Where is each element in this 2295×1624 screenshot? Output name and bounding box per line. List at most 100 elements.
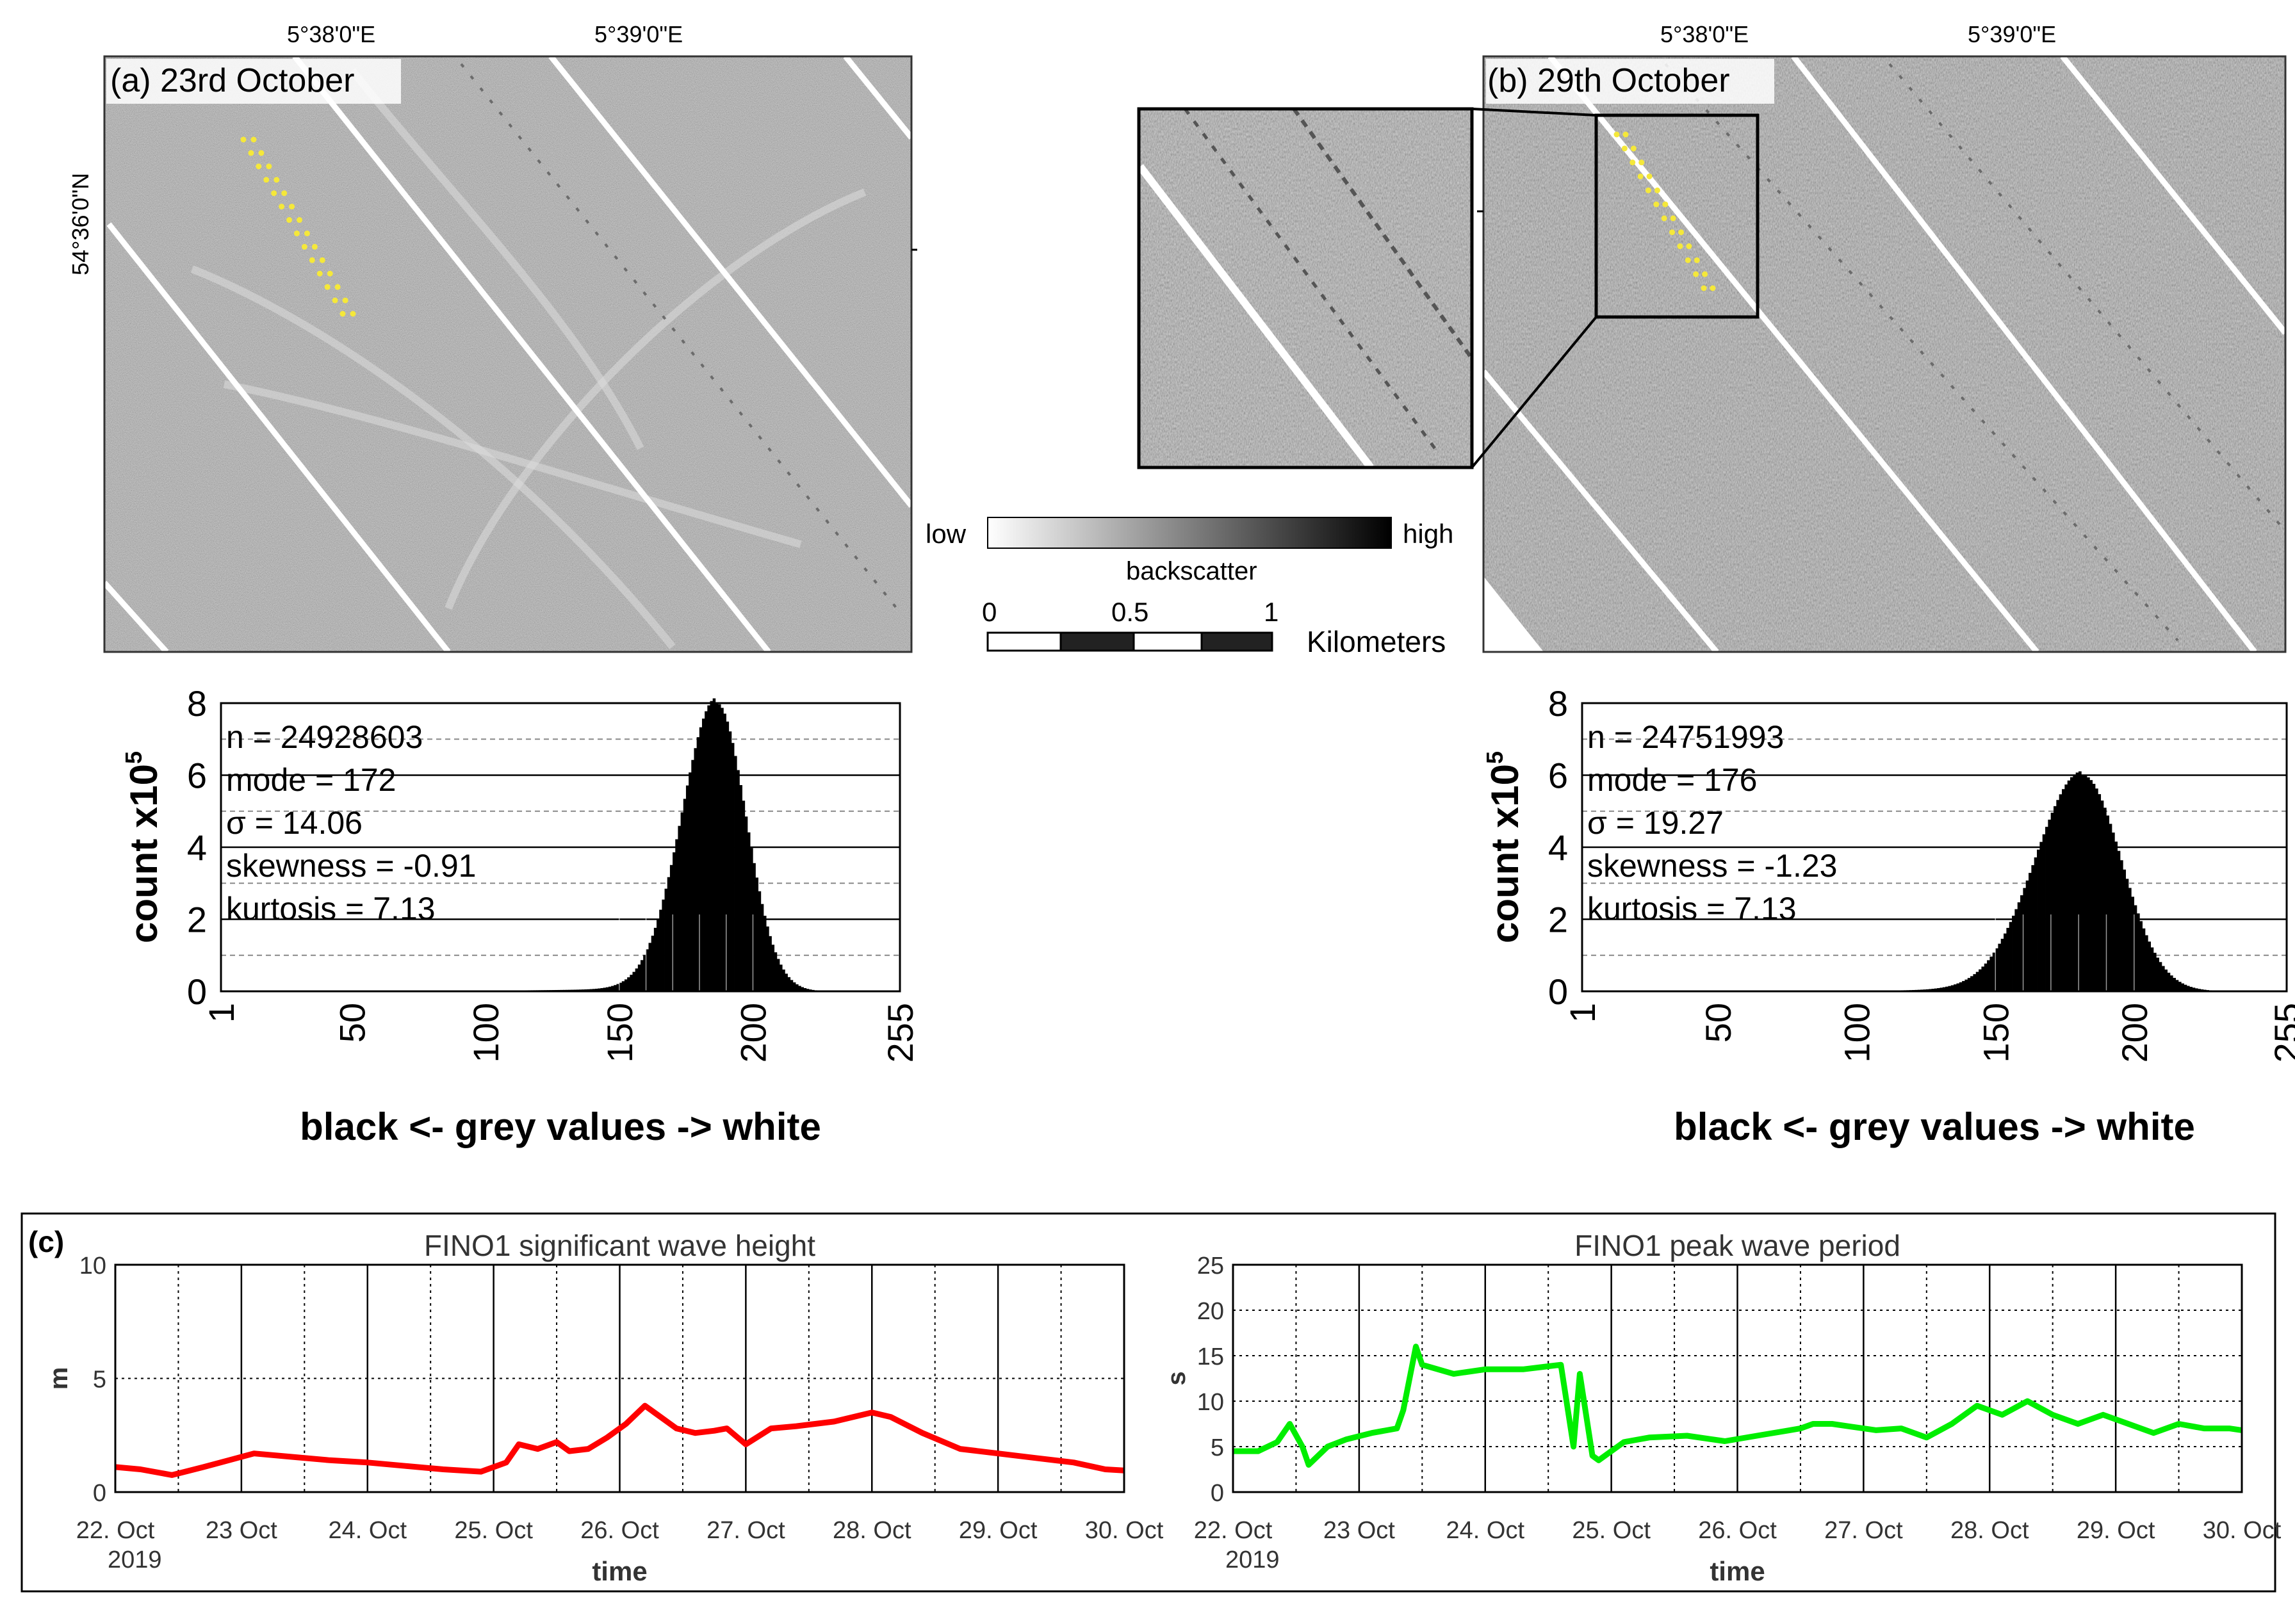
turbine-dot bbox=[316, 270, 323, 277]
hist-bar bbox=[603, 987, 607, 991]
turbine-dot bbox=[1702, 271, 1708, 277]
hist-bar bbox=[2186, 986, 2190, 991]
turbine-dot bbox=[250, 136, 257, 143]
hist-bar bbox=[734, 756, 737, 991]
turbine-dot bbox=[1670, 215, 1676, 222]
ts-xtick-label: 22. Oct bbox=[76, 1517, 155, 1544]
hist-bar bbox=[1959, 982, 1963, 991]
ts-series-line bbox=[1233, 1344, 2242, 1468]
wave-period-chart: 0 5 10 15 20 25 22. Oct 23 Oct 24. Oct 25. Oct 26.… bbox=[1163, 1229, 2282, 1586]
hist-bar bbox=[2098, 794, 2102, 991]
hist-bar bbox=[1954, 984, 1957, 991]
ts-xtick-label: 26. Oct bbox=[1698, 1517, 1777, 1544]
hist-bar bbox=[1970, 976, 1973, 991]
ts-xtick-label: 24. Oct bbox=[329, 1517, 407, 1544]
hist-bar bbox=[2075, 772, 2079, 991]
turbine-dot bbox=[1613, 131, 1620, 138]
hist-bar bbox=[785, 973, 788, 991]
hist-bar bbox=[2106, 815, 2110, 991]
turbine-dot bbox=[286, 217, 293, 223]
hist-bar bbox=[763, 916, 767, 991]
ts-ytick-label: 0 bbox=[93, 1480, 106, 1507]
ts-title: FINO1 significant wave height bbox=[424, 1229, 815, 1262]
hist-bar bbox=[2054, 806, 2057, 991]
hist-bar bbox=[1979, 969, 1982, 991]
hist-bar bbox=[2198, 989, 2201, 991]
hist-bar bbox=[2142, 928, 2146, 991]
ts-ytick-label: 5 bbox=[1211, 1434, 1224, 1461]
hist-xtick-label: 200 bbox=[733, 1003, 773, 1062]
inset-source-box bbox=[1594, 113, 1760, 319]
hist-bar bbox=[680, 812, 684, 991]
hist-bar bbox=[701, 719, 705, 991]
hist-bar bbox=[758, 891, 762, 991]
hist-bar bbox=[2031, 865, 2035, 991]
hist-bar bbox=[635, 968, 639, 991]
scale-tick-0: 0 bbox=[982, 597, 997, 627]
hist-bar bbox=[2144, 935, 2148, 991]
turbine-dot bbox=[311, 243, 318, 250]
hist-bar bbox=[780, 964, 783, 991]
scale-bar: 0 0.5 1 Kilometers bbox=[982, 597, 1446, 658]
hist-bar bbox=[715, 703, 719, 991]
hist-xtick-label: 255 bbox=[880, 1003, 920, 1062]
hist-bar bbox=[2119, 860, 2123, 991]
legend-high: high bbox=[1403, 519, 1453, 549]
hist-bar bbox=[1967, 978, 1971, 991]
turbine-dot bbox=[1621, 145, 1628, 152]
hist-xtick-label: 100 bbox=[1837, 1003, 1877, 1062]
ts-xtick-label: 23 Oct bbox=[1323, 1517, 1395, 1544]
hist-bar bbox=[2159, 962, 2162, 991]
hist-bar bbox=[646, 949, 649, 991]
hist-bar bbox=[624, 979, 628, 991]
hist-bar bbox=[2148, 941, 2151, 991]
hist-bar bbox=[796, 984, 799, 991]
hist-bars bbox=[421, 698, 826, 991]
hist-bar bbox=[648, 943, 652, 991]
ts-series-line bbox=[115, 1402, 1125, 1478]
hist-bar bbox=[2167, 972, 2171, 991]
hist-bar bbox=[726, 721, 730, 991]
hist-bar bbox=[619, 982, 623, 991]
ts-ytick-label: 15 bbox=[1197, 1344, 1224, 1370]
hist-bar bbox=[744, 816, 748, 991]
inset-zoom bbox=[1137, 107, 1597, 469]
scale-tick-1: 1 bbox=[1264, 597, 1278, 627]
hist-xlabel: black <- grey values -> white bbox=[1674, 1105, 2195, 1148]
hist-bar bbox=[718, 704, 721, 991]
hist-bar bbox=[755, 877, 759, 991]
hist-stat: n = 24751993 bbox=[1587, 719, 1784, 755]
legend-low: low bbox=[926, 519, 967, 549]
turbine-dot bbox=[1669, 229, 1676, 236]
turbine-dot bbox=[293, 230, 300, 236]
hist-bar bbox=[2023, 888, 2027, 991]
panel-c-frame bbox=[20, 1212, 2276, 1593]
turbine-dot bbox=[248, 150, 254, 156]
hist-bar bbox=[689, 772, 692, 991]
hist-bar bbox=[2117, 850, 2121, 991]
turbine-dot bbox=[271, 190, 277, 197]
hist-bar bbox=[739, 785, 742, 991]
turbine-dot bbox=[289, 204, 295, 210]
ts-xtick-label: 27. Oct bbox=[706, 1517, 785, 1544]
hist-bar bbox=[2050, 813, 2054, 991]
turbine-dot bbox=[266, 163, 272, 170]
hist-ylabel-exponent: 5 bbox=[1482, 751, 1508, 764]
hist-bar bbox=[1945, 986, 1948, 991]
hist-bar bbox=[595, 988, 598, 991]
hist-bar bbox=[2161, 966, 2165, 991]
ts-xtick-label: 28. Oct bbox=[1950, 1517, 2029, 1544]
hist-bar bbox=[600, 988, 603, 991]
hist-bar bbox=[2084, 775, 2087, 991]
hist-bar bbox=[2014, 909, 2018, 991]
hist-bar bbox=[664, 888, 668, 991]
hist-ytick-label: 6 bbox=[187, 756, 207, 796]
hist-bar bbox=[2095, 788, 2098, 991]
hist-bar bbox=[2039, 841, 2043, 991]
ts-xtick-label: 24. Oct bbox=[1446, 1517, 1525, 1544]
ts-xtick-label: 30. Oct bbox=[2203, 1517, 2282, 1544]
turbine-dot bbox=[1622, 131, 1629, 138]
hist-bar bbox=[653, 927, 657, 991]
hist-bar bbox=[584, 989, 587, 991]
